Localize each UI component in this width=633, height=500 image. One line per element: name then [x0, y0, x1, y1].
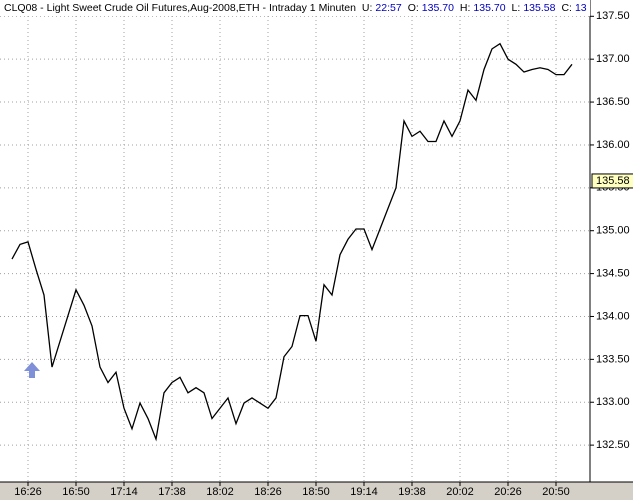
price-line: [11, 42, 573, 442]
x-tick-label: 16:50: [62, 486, 90, 498]
x-tick-label: 18:26: [254, 486, 282, 498]
stat-value: 135.70: [422, 2, 454, 14]
stat-value: 135.58: [523, 2, 555, 14]
x-tick-label: 18:50: [302, 486, 330, 498]
header-title: CLQ08 - Light Sweet Crude Oil Futures,Au…: [4, 2, 356, 14]
stat-value: 22:57: [375, 2, 401, 14]
y-tick-label: 132.50: [596, 439, 630, 451]
stat-value: 135.70: [473, 2, 505, 14]
y-tick-label: 133.50: [596, 353, 630, 365]
y-tick-label: 137.50: [596, 10, 630, 22]
header-text: CLQ08 - Light Sweet Crude Oil Futures,Au…: [4, 2, 587, 14]
header: CLQ08 - Light Sweet Crude Oil Futures,Au…: [0, 0, 590, 16]
plot: [11, 42, 573, 442]
x-axis-band: [0, 482, 633, 500]
x-tick-label: 16:26: [14, 486, 42, 498]
stat-value: 13: [575, 2, 587, 14]
x-tick-label: 20:26: [494, 486, 522, 498]
stat-label: U:: [362, 2, 373, 14]
arrow-icon: [24, 362, 40, 378]
last-price-box: [591, 173, 633, 189]
stat-label: H:: [460, 2, 471, 14]
stat-label: C:: [561, 2, 572, 14]
header-bg: [0, 0, 590, 16]
x-tick-label: 20:50: [542, 486, 570, 498]
x-tick-label: 19:38: [398, 486, 426, 498]
x-tick-label: 17:14: [110, 486, 138, 498]
x-tick-label: 20:02: [446, 486, 474, 498]
y-tick-label: 136.50: [596, 96, 630, 108]
y-tick-label: 134.50: [596, 267, 630, 279]
last-price-label: 135.58: [596, 175, 630, 187]
stat-label: L:: [512, 2, 521, 14]
y-tick-label: 135.00: [596, 225, 630, 237]
x-tick-label: 18:02: [206, 486, 234, 498]
x-tick-label: 19:14: [350, 486, 378, 498]
grid: [0, 15, 590, 482]
y-tick-label: 137.00: [596, 53, 630, 65]
x-tick-label: 17:38: [158, 486, 186, 498]
y-tick-label: 134.00: [596, 310, 630, 322]
y-tick-label: 136.00: [596, 139, 630, 151]
stat-label: O:: [408, 2, 419, 14]
y-tick-label: 133.00: [596, 396, 630, 408]
